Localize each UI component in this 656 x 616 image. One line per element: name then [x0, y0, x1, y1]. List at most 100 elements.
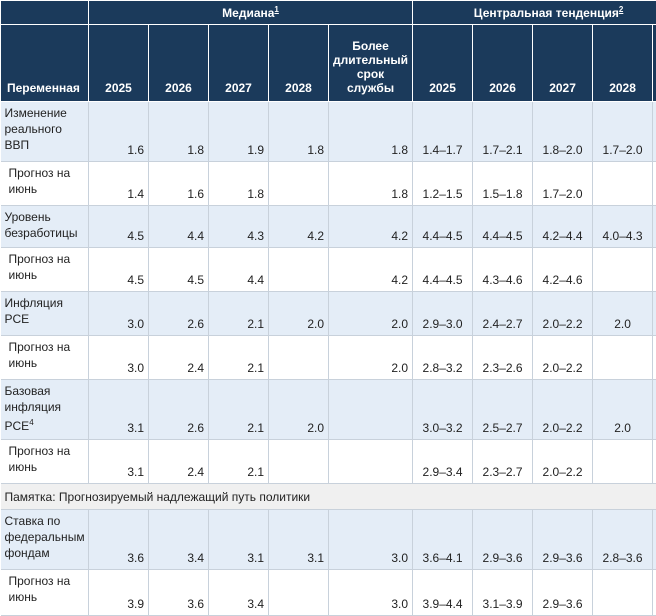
- longer-run-cell: [329, 380, 413, 440]
- central-tendency-cell: 3.1–3.9: [473, 570, 533, 616]
- central-year-header: 2028: [593, 25, 653, 102]
- central-tendency-cell: 4.0–4.3: [593, 206, 653, 248]
- central-tendency-cell: 4.4–4.5: [413, 248, 473, 292]
- central-tendency-cell: 2.4–2.7: [473, 292, 533, 336]
- central-tendency-cell-overflow: [653, 206, 656, 248]
- median-cell: 3.6: [149, 570, 209, 616]
- median-cell: 2.4: [149, 440, 209, 484]
- central-tendency-cell-overflow: [653, 336, 656, 380]
- central-tendency-cell: 2.0–2.2: [533, 336, 593, 380]
- row-label-text: Прогноз на июнь: [9, 166, 71, 196]
- central-tendency-cell: 1.8–2.0: [533, 102, 593, 162]
- median-cell: 4.5: [89, 248, 149, 292]
- median-cell: 1.6: [149, 162, 209, 206]
- median-cell: 2.1: [209, 380, 269, 440]
- median-cell: 4.5: [89, 206, 149, 248]
- central-tendency-footnote-link[interactable]: 2: [619, 5, 623, 14]
- central-tendency-cell: 2.8–3.6: [593, 510, 653, 570]
- median-cell: 4.4: [209, 248, 269, 292]
- median-cell: 2.4: [149, 336, 209, 380]
- row-label: Уровень безработицы: [1, 206, 89, 248]
- longer-run-cell: 4.2: [329, 248, 413, 292]
- central-tendency-cell: 3.6–4.1: [413, 510, 473, 570]
- central-tendency-cell-overflow: [653, 570, 656, 616]
- memo-text: Памятка: Прогнозируемый надлежащий путь …: [1, 484, 656, 510]
- central-tendency-cell: 2.9–3.4: [413, 440, 473, 484]
- row-label-text: Ставка по федеральным фондам: [5, 514, 85, 560]
- median-cell: [269, 248, 329, 292]
- central-year-header-overflow: [653, 25, 656, 102]
- row-label: Ставка по федеральным фондам: [1, 510, 89, 570]
- central-tendency-cell: 2.0: [593, 380, 653, 440]
- central-tendency-cell: 2.0–2.2: [533, 380, 593, 440]
- median-cell: [269, 440, 329, 484]
- central-tendency-cell: 2.9–3.6: [473, 510, 533, 570]
- central-tendency-cell: [593, 440, 653, 484]
- row-label-text: Прогноз на июнь: [9, 444, 71, 474]
- row-label-text: Прогноз на июнь: [9, 252, 71, 282]
- central-tendency-cell: [593, 248, 653, 292]
- median-cell: 4.3: [209, 206, 269, 248]
- median-cell: [269, 162, 329, 206]
- median-cell: 2.1: [209, 440, 269, 484]
- central-tendency-cell-overflow: [653, 162, 656, 206]
- central-tendency-cell-overflow: [653, 292, 656, 336]
- central-year-header: 2025: [413, 25, 473, 102]
- row-label: Прогноз на июнь: [1, 336, 89, 380]
- median-year-header: 2026: [149, 25, 209, 102]
- median-cell: 2.6: [149, 380, 209, 440]
- row-label: Прогноз на июнь: [1, 440, 89, 484]
- central-tendency-cell: 2.5–2.7: [473, 380, 533, 440]
- median-cell: 3.1: [89, 380, 149, 440]
- median-cell: 2.0: [269, 380, 329, 440]
- central-tendency-cell: 1.7–2.0: [593, 102, 653, 162]
- row-label-footnote-link[interactable]: 4: [29, 418, 33, 427]
- central-tendency-cell: 4.4–4.5: [473, 206, 533, 248]
- central-tendency-cell: 4.2–4.6: [533, 248, 593, 292]
- central-tendency-cell: 3.0–3.2: [413, 380, 473, 440]
- longer-run-cell: 1.8: [329, 162, 413, 206]
- central-tendency-cell: 2.3–2.7: [473, 440, 533, 484]
- median-cell: 4.2: [269, 206, 329, 248]
- central-year-header: 2026: [473, 25, 533, 102]
- median-cell: [269, 336, 329, 380]
- row-label-text: Инфляция PCE: [5, 296, 63, 326]
- central-tendency-cell: [593, 570, 653, 616]
- row-label: Инфляция PCE: [1, 292, 89, 336]
- central-tendency-cell-overflow: [653, 440, 656, 484]
- longer-run-cell: 3.0: [329, 570, 413, 616]
- central-tendency-cell: 1.4–1.7: [413, 102, 473, 162]
- median-cell: 3.6: [89, 510, 149, 570]
- longer-run-cell: 4.2: [329, 206, 413, 248]
- central-tendency-cell: [593, 336, 653, 380]
- median-cell: [269, 570, 329, 616]
- central-tendency-cell: 2.0–2.2: [533, 440, 593, 484]
- central-tendency-cell: 1.7–2.0: [533, 162, 593, 206]
- central-tendency-label: Центральная тенденция: [474, 6, 619, 20]
- header-corner: [1, 1, 89, 25]
- central-year-header: 2027: [533, 25, 593, 102]
- central-tendency-cell: 1.2–1.5: [413, 162, 473, 206]
- median-cell: 2.6: [149, 292, 209, 336]
- central-tendency-cell: 4.2–4.4: [533, 206, 593, 248]
- median-footnote-link[interactable]: 1: [274, 5, 278, 14]
- median-year-header: 2025: [89, 25, 149, 102]
- longer-run-cell: 2.0: [329, 336, 413, 380]
- central-tendency-cell-overflow: [653, 102, 656, 162]
- central-tendency-cell: [593, 162, 653, 206]
- median-cell: 3.0: [89, 336, 149, 380]
- median-cell: 3.1: [209, 510, 269, 570]
- median-cell: 3.4: [209, 570, 269, 616]
- median-cell: 1.9: [209, 102, 269, 162]
- row-label: Изменение реального ВВП: [1, 102, 89, 162]
- central-tendency-cell: 4.3–4.6: [473, 248, 533, 292]
- central-tendency-cell: 2.9–3.6: [533, 570, 593, 616]
